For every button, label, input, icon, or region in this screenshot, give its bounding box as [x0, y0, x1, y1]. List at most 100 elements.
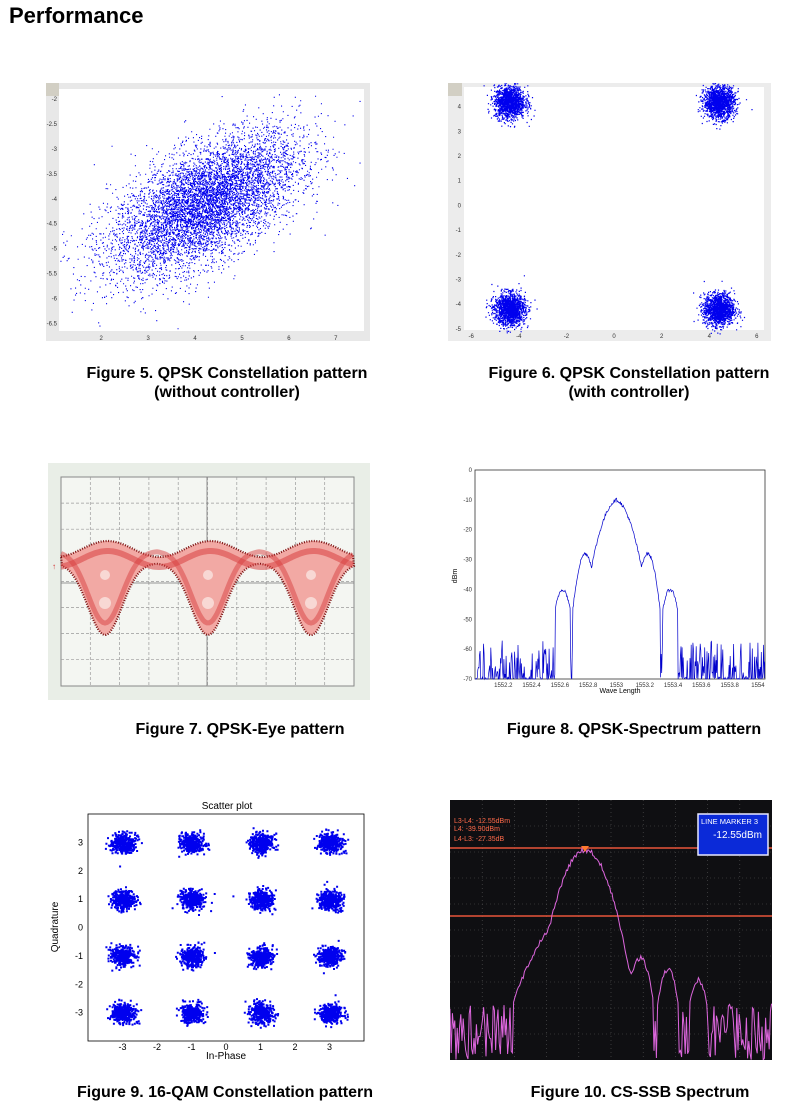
y-tick-label: -1 — [456, 228, 462, 234]
x-tick-label: 1553 — [610, 683, 624, 689]
x-tick-label: 1553.2 — [636, 683, 655, 689]
x-tick-label: 1552.4 — [522, 683, 541, 689]
figure-10-caption: Figure 10. CS-SSB Spectrum — [510, 1083, 770, 1102]
caption-line: Figure 5. QPSK Constellation pattern — [86, 365, 368, 382]
y-tick-label: 2 — [458, 154, 462, 160]
eye-crossing — [306, 570, 316, 580]
y-tick-label: -70 — [463, 677, 472, 683]
y-tick-label: 0 — [78, 923, 83, 933]
figure-8-caption: Figure 8. QPSK-Spectrum pattern — [486, 720, 782, 739]
x-tick-label: 1 — [258, 1042, 263, 1052]
x-tick-label: 1553.4 — [664, 683, 683, 689]
eye-crossing — [99, 597, 111, 609]
y-tick-label: -2 — [75, 979, 83, 989]
y-tick-label: -5 — [456, 327, 462, 333]
x-tick-label: 1552.2 — [494, 683, 513, 689]
y-axis-label: dBm — [452, 569, 459, 584]
y-tick-label: -30 — [463, 558, 472, 564]
qam-cluster — [245, 827, 280, 859]
caption-line: Figure 6. QPSK Constellation pattern — [488, 365, 770, 382]
x-tick-label: -6 — [468, 334, 474, 340]
x-tick-label: -1 — [187, 1042, 195, 1052]
marker-readout-box — [697, 813, 769, 856]
y-tick-label: -40 — [463, 587, 472, 593]
figure-6-qpsk-constellation-with-controller: -6 -4 -2 0 2 4 6 4 3 2 1 0 -1 -2 -3 -4 -5 — [448, 83, 771, 341]
spectrum-trace — [475, 497, 766, 681]
chart-title: Scatter plot — [202, 801, 253, 812]
qam-cluster — [105, 942, 141, 972]
figure-9-16qam-constellation: Scatter plot -3 -2 -1 0 1 2 3 3 2 1 0 -1 -2 -3 In-Pha… — [48, 797, 373, 1065]
y-tick-label: -4 — [456, 302, 462, 308]
figure-5-caption: Figure 5. QPSK Constellation pattern (wi… — [64, 364, 390, 402]
x-tick-label: -4 — [516, 334, 522, 340]
y-tick-label: -2 — [52, 97, 58, 103]
eye-trace — [59, 549, 355, 626]
x-tick-label: 5 — [240, 336, 244, 341]
x-tick-label: 0 — [223, 1042, 228, 1052]
x-tick-label: 6 — [287, 336, 291, 341]
figure-5-qpsk-constellation-without-controller: 2 3 4 5 6 7 -2 -2.5 -3 -3.5 -4 -4.5 -5 -5.5 -6 -6.5 — [46, 83, 370, 341]
eye-band-edge — [59, 539, 356, 637]
y-tick-label: -5 — [52, 247, 58, 253]
y-tick-label: -3 — [75, 1008, 83, 1018]
y-tick-label: 0 — [469, 468, 473, 474]
marker-readout-value: -12.55dBm — [713, 830, 762, 841]
y-tick-label: 3 — [458, 129, 462, 135]
y-tick-label: 1 — [458, 179, 462, 185]
x-tick-label: -2 — [153, 1042, 161, 1052]
qam-cluster — [313, 994, 349, 1029]
x-tick-label: 7 — [334, 336, 338, 341]
annotation-line: L4-L3: -27.35dB — [454, 836, 505, 843]
y-tick-label: -1 — [75, 951, 83, 961]
figure-7-caption: Figure 7. QPSK-Eye pattern — [110, 720, 370, 739]
x-tick-label: -3 — [118, 1042, 126, 1052]
caption-line: Figure 8. QPSK-Spectrum pattern — [506, 721, 762, 738]
caption-line: Figure 7. QPSK-Eye pattern — [135, 721, 345, 738]
y-tick-label: -10 — [463, 498, 472, 504]
toolbar-corner — [448, 83, 462, 96]
y-tick-label: 1 — [78, 894, 83, 904]
x-tick-label: 2 — [660, 334, 664, 340]
x-tick-label: 6 — [755, 334, 759, 340]
y-tick-label: -60 — [463, 647, 472, 653]
eye-crossing — [202, 597, 214, 609]
annotation-line: L3-L4: -12.55dBm — [454, 818, 510, 825]
marker-readout-title: LINE MARKER 3 — [701, 817, 758, 826]
x-tick-label: 4 — [708, 334, 712, 340]
x-tick-label: 1553.8 — [720, 683, 739, 689]
caption-line: (without controller) — [154, 384, 300, 401]
eye-trace — [60, 548, 354, 571]
marker-triangle-icon — [581, 846, 589, 852]
y-tick-label: -3 — [456, 277, 462, 283]
y-tick-label: 4 — [458, 105, 462, 111]
caption-line: (with controller) — [568, 384, 690, 401]
plot-area — [474, 469, 766, 680]
x-tick-label: 1554 — [751, 683, 765, 689]
qam-cluster — [313, 939, 347, 975]
x-tick-label: 1552.6 — [551, 683, 570, 689]
constellation-cluster — [693, 280, 746, 335]
constellation-cluster — [695, 83, 753, 130]
caption-line: Figure 9. 16-QAM Constellation pattern — [76, 1084, 374, 1101]
eye-crossing — [100, 570, 110, 580]
x-tick-label: 0 — [612, 334, 616, 340]
figure-7-qpsk-eye-pattern: ↑ — [48, 463, 370, 700]
qam-cluster — [243, 998, 280, 1029]
x-axis-label: In-Phase — [206, 1051, 246, 1062]
x-tick-label: 1552.8 — [579, 683, 598, 689]
x-tick-label: 4 — [193, 336, 197, 341]
qam-cluster — [246, 942, 279, 971]
y-tick-label: -2 — [456, 253, 462, 259]
qam-cluster — [175, 941, 216, 972]
y-tick-label: -4.5 — [47, 222, 58, 228]
qam-cluster — [171, 887, 216, 916]
y-tick-label: -3.5 — [47, 172, 58, 178]
y-tick-label: -6 — [52, 297, 58, 303]
x-tick-label: 1553.6 — [692, 683, 711, 689]
figure-6-caption: Figure 6. QPSK Constellation pattern (wi… — [470, 364, 788, 402]
y-tick-label: 0 — [458, 203, 462, 209]
constellation-cluster — [483, 83, 536, 128]
y-tick-label: -3 — [52, 147, 58, 153]
figure-10-cs-ssb-spectrum: L3-L4: -12.55dBm L4: -39.90dBm L4-L3: -2… — [450, 800, 772, 1060]
trigger-marker-icon: ↑ — [52, 562, 56, 571]
